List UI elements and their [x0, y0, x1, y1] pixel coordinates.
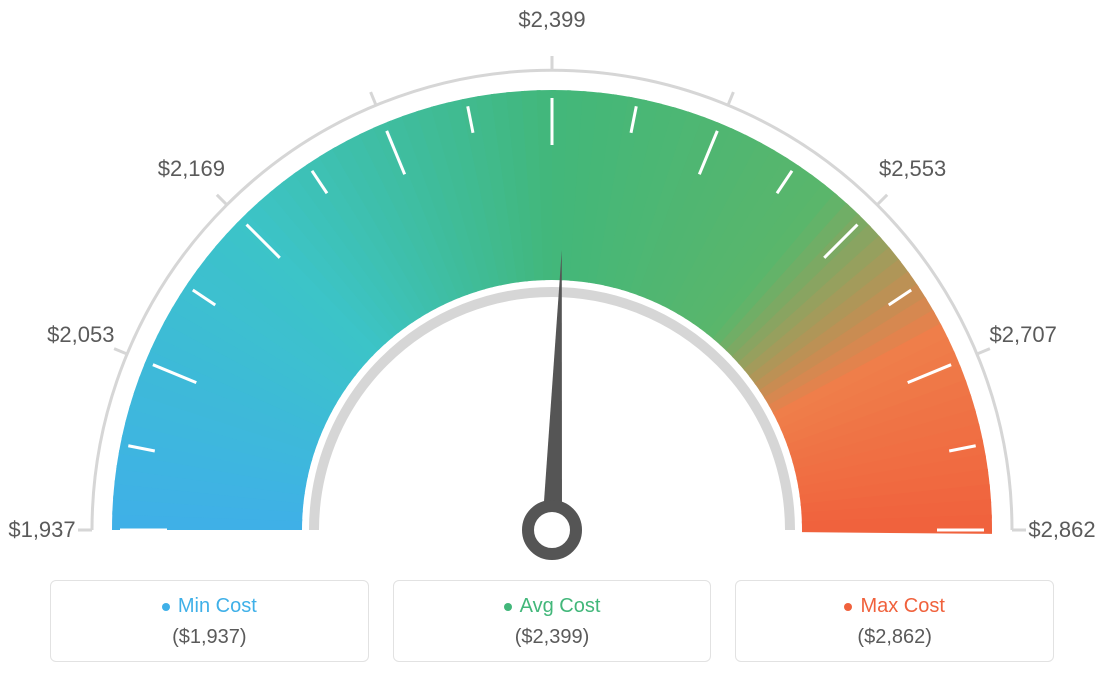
gauge-tick-label: $2,399 — [518, 7, 585, 33]
chart-container: $1,937 $2,053 $2,169 $2,399 $2,553 $2,707 $2,8… — [0, 0, 1104, 690]
min-dot-icon — [162, 603, 170, 611]
avg-dot-icon — [504, 603, 512, 611]
avg-cost-card: Avg Cost ($2,399) — [393, 580, 712, 662]
gauge-svg — [0, 0, 1104, 560]
avg-cost-value: ($2,399) — [404, 626, 701, 649]
max-cost-title: Max Cost — [860, 595, 944, 618]
max-dot-icon — [844, 603, 852, 611]
avg-cost-title: Avg Cost — [520, 595, 601, 618]
min-cost-card: Min Cost ($1,937) — [50, 580, 369, 662]
gauge-tick-label: $1,937 — [8, 517, 75, 543]
gauge-tick-label: $2,707 — [990, 322, 1057, 348]
gauge-chart: $1,937 $2,053 $2,169 $2,399 $2,553 $2,707 $2,8… — [0, 0, 1104, 560]
avg-cost-title-row: Avg Cost — [504, 595, 601, 618]
gauge-tick-label: $2,862 — [1028, 517, 1095, 543]
max-cost-card: Max Cost ($2,862) — [735, 580, 1054, 662]
min-cost-title-row: Min Cost — [162, 595, 257, 618]
gauge-tick-label: $2,553 — [879, 156, 946, 182]
gauge-tick-label: $2,053 — [47, 322, 114, 348]
min-cost-value: ($1,937) — [61, 626, 358, 649]
summary-cards: Min Cost ($1,937) Avg Cost ($2,399) Max … — [50, 580, 1054, 662]
max-cost-value: ($2,862) — [746, 626, 1043, 649]
max-cost-title-row: Max Cost — [844, 595, 944, 618]
min-cost-title: Min Cost — [178, 595, 257, 618]
gauge-tick-label: $2,169 — [158, 156, 225, 182]
